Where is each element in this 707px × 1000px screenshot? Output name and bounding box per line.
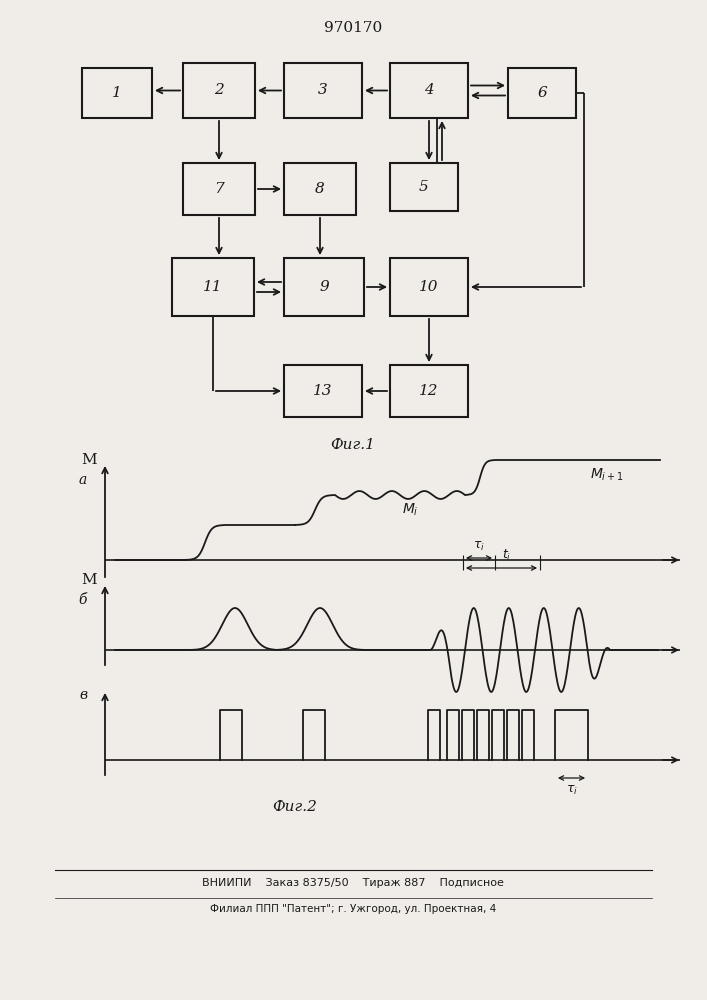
Bar <box>183 63 255 118</box>
Text: 2: 2 <box>214 84 224 98</box>
Bar <box>183 163 255 215</box>
Bar <box>284 258 364 316</box>
Text: М: М <box>81 453 97 467</box>
Text: а: а <box>79 473 87 487</box>
Text: в: в <box>79 688 87 702</box>
Text: 12: 12 <box>419 384 439 398</box>
Text: 1: 1 <box>112 86 122 100</box>
Text: Филиал ППП "Патент"; г. Ужгород, ул. Проектная, 4: Филиал ППП "Патент"; г. Ужгород, ул. Про… <box>210 904 496 914</box>
Bar <box>82 68 152 118</box>
Text: 11: 11 <box>203 280 223 294</box>
Bar <box>390 365 468 417</box>
Bar <box>284 365 362 417</box>
Text: 9: 9 <box>319 280 329 294</box>
Text: 13: 13 <box>313 384 333 398</box>
Text: 8: 8 <box>315 182 325 196</box>
Text: 3: 3 <box>318 84 328 98</box>
Text: 7: 7 <box>214 182 224 196</box>
Text: $M_{i+1}$: $M_{i+1}$ <box>590 467 624 483</box>
Bar <box>284 163 356 215</box>
Text: $\tau_i$: $\tau_i$ <box>566 784 578 797</box>
Text: Фиг.1: Фиг.1 <box>331 438 375 452</box>
Bar <box>390 163 458 211</box>
Text: 5: 5 <box>419 180 429 194</box>
Text: Фиг.2: Фиг.2 <box>273 800 317 814</box>
Text: ВНИИПИ    Заказ 8375/50    Тираж 887    Подписное: ВНИИПИ Заказ 8375/50 Тираж 887 Подписное <box>202 878 504 888</box>
Text: $t_i$: $t_i$ <box>502 548 511 563</box>
Bar <box>508 68 576 118</box>
Text: М: М <box>81 573 97 587</box>
Text: 4: 4 <box>424 84 434 98</box>
Bar <box>284 63 362 118</box>
Text: 970170: 970170 <box>324 21 382 35</box>
Text: 6: 6 <box>537 86 547 100</box>
Text: $\tau_i$: $\tau_i$ <box>473 540 485 553</box>
Bar <box>172 258 254 316</box>
Text: $M_i$: $M_i$ <box>402 502 419 518</box>
Bar <box>390 258 468 316</box>
Bar <box>390 63 468 118</box>
Text: 10: 10 <box>419 280 439 294</box>
Text: б: б <box>78 593 87 607</box>
